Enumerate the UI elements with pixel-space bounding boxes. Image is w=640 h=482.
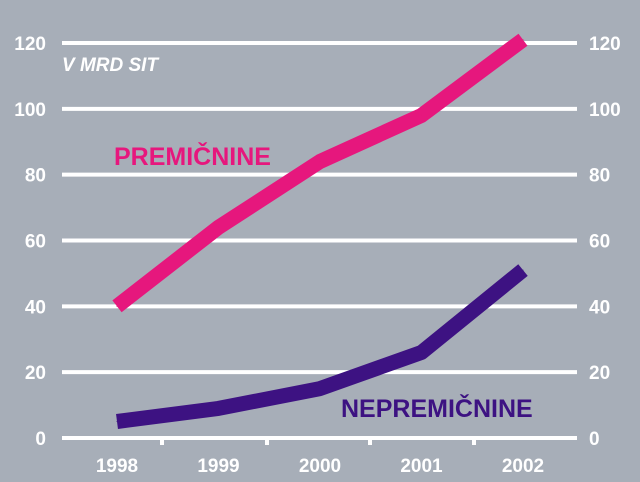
y-axis-right-labels: 0 20 40 60 80 100 120 [589,34,621,450]
y-tick-label-right: 0 [589,429,600,450]
data-point [522,269,524,271]
gridlines [62,41,577,440]
x-axis-labels: 1998 1999 2000 2001 2002 [96,456,544,477]
data-point [421,114,422,116]
y-tick-label-left: 20 [25,363,46,384]
data-point [218,407,219,409]
series-label-premicnine: PREMIČNINE [114,141,271,171]
data-point [218,226,219,228]
unit-label: V MRD SIT [62,55,159,76]
data-point [319,388,321,390]
y-tick-label-left: 40 [25,297,46,318]
y-tick-label-right: 40 [589,297,610,318]
y-tick-label-left: 100 [14,100,46,121]
y-tick-label-left: 60 [25,232,46,253]
data-point [116,421,118,423]
x-tick-label: 2001 [400,456,443,477]
series-lines [112,33,528,429]
y-tick-label-left: 80 [25,166,46,187]
data-point [522,39,524,41]
y-tick-label-left: 120 [14,34,46,55]
x-axis-tick-marks [160,438,476,445]
x-tick-label: 2000 [299,456,341,477]
data-point [319,161,321,162]
y-tick-label-right: 20 [589,363,610,384]
x-tick-label: 1999 [197,456,239,477]
y-tick-label-right: 80 [589,166,610,187]
y-axis-left-labels: 0 20 40 60 80 100 120 [14,34,46,450]
x-tick-label: 2002 [502,456,544,477]
data-point [116,305,118,307]
x-tick-label: 1998 [96,456,138,477]
series-label-nepremicnine: NEPREMIČNINE [341,393,533,423]
data-point [421,351,422,353]
y-tick-label-right: 60 [589,232,610,253]
y-tick-label-right: 100 [589,100,621,121]
y-tick-label-left: 0 [35,429,46,450]
y-tick-label-right: 120 [589,34,621,55]
